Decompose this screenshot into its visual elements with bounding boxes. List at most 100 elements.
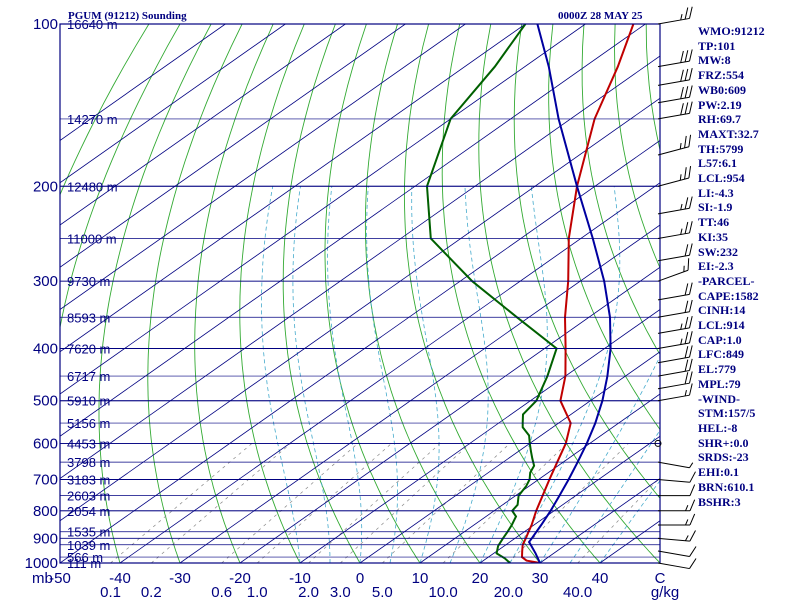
mixing-ratio-tick-label: 3.0 bbox=[330, 584, 351, 600]
pressure-tick-label: 200 bbox=[33, 178, 58, 195]
isotherm bbox=[419, 393, 660, 563]
isotherm bbox=[60, 55, 660, 479]
isotherm bbox=[60, 24, 586, 395]
height-label: 8593 m bbox=[67, 310, 110, 325]
index-item: LCL:954 bbox=[698, 171, 745, 186]
temperature-tick-label: -30 bbox=[169, 570, 191, 587]
temperature-profile bbox=[520, 24, 635, 563]
dry-adiabat bbox=[282, 24, 361, 563]
mixing-ratio-line bbox=[340, 443, 471, 563]
height-label: 12480 m bbox=[67, 179, 118, 194]
isotherm bbox=[60, 97, 660, 522]
pressure-tick-label: 100 bbox=[33, 16, 58, 33]
wind-barb bbox=[657, 383, 693, 402]
pressure-tick-label: 300 bbox=[33, 273, 58, 290]
mixing-ratio-tick-label: 40.0 bbox=[563, 584, 592, 600]
mixing-ratio-tick-label: 0.2 bbox=[141, 584, 162, 600]
mixing-ratio-tick-label: 20.0 bbox=[494, 584, 523, 600]
mixing-ratio-line bbox=[382, 443, 511, 563]
isotherm bbox=[239, 266, 660, 563]
index-item: TP:101 bbox=[698, 38, 736, 53]
height-label: 5156 m bbox=[67, 416, 110, 431]
wind-barb bbox=[657, 49, 693, 68]
mixing-ratio-line bbox=[442, 443, 568, 563]
height-label: 1039 m bbox=[67, 538, 110, 553]
wind-barb bbox=[657, 331, 693, 350]
index-item: SHR+:0.0 bbox=[698, 435, 749, 450]
pressure-tick-label: 600 bbox=[33, 435, 58, 452]
isotherm bbox=[299, 308, 660, 563]
mixing-ratio-tick-label: 5.0 bbox=[372, 584, 393, 600]
temperature-tick-label: 20 bbox=[472, 570, 489, 587]
index-item: TH:5799 bbox=[698, 141, 744, 156]
wind-barb bbox=[657, 243, 693, 262]
dry-adiabat bbox=[364, 24, 481, 563]
wind-barb bbox=[657, 134, 692, 156]
pressure-tick-label: 700 bbox=[33, 472, 58, 489]
wind-barb bbox=[657, 166, 692, 187]
wind-barb bbox=[657, 196, 693, 215]
dry-adiabat bbox=[194, 24, 274, 563]
wind-barb bbox=[657, 558, 697, 570]
dry-adiabat bbox=[60, 24, 181, 563]
wind-barb bbox=[657, 101, 693, 120]
index-item: LFC:849 bbox=[698, 347, 744, 362]
moist-adiabat bbox=[292, 186, 331, 563]
wind-barb bbox=[657, 316, 693, 334]
isotherm bbox=[119, 182, 660, 563]
isotherm bbox=[359, 351, 660, 563]
height-label: 6717 m bbox=[67, 369, 110, 384]
index-item: CINH:14 bbox=[698, 303, 746, 318]
temperature-tick-label: -40 bbox=[109, 570, 131, 587]
mixing-ratio-tick-label: 1.0 bbox=[247, 584, 268, 600]
index-item: RH:69.7 bbox=[698, 112, 741, 127]
temperature-tick-label: -20 bbox=[229, 570, 251, 587]
wind-barb bbox=[658, 513, 696, 526]
indices-panel: WMO:91212 TP:101 MW:8 FRZ:554 WB0:609 PW:2.19… bbox=[698, 24, 798, 509]
index-item: PW:2.19 bbox=[698, 97, 742, 112]
wind-barb bbox=[658, 484, 696, 497]
dry-adiabat bbox=[441, 24, 601, 563]
temperature-tick-label: -50 bbox=[49, 570, 71, 587]
index-item: L57:6.1 bbox=[698, 156, 737, 171]
chart-title: PGUM (91212) Sounding bbox=[68, 10, 187, 22]
isotherm bbox=[479, 435, 660, 563]
index-item: KI:35 bbox=[698, 229, 728, 244]
isotherm bbox=[60, 24, 646, 437]
temperature-tick-label: 0 bbox=[356, 570, 364, 587]
index-item: MW:8 bbox=[698, 53, 731, 68]
wind-barb bbox=[657, 358, 693, 377]
height-label: 16640 m bbox=[67, 17, 118, 32]
index-item: STM:157/5 bbox=[698, 406, 756, 421]
index-item: MPL:79 bbox=[698, 376, 741, 391]
index-item: WMO:91212 bbox=[698, 24, 765, 38]
wind-barb bbox=[657, 282, 693, 301]
wind-barb bbox=[657, 85, 693, 104]
mixing-ratio-tick-label: 0.1 bbox=[100, 584, 121, 600]
dry-adiabat bbox=[147, 24, 243, 563]
mixing-ratio-unit-label: g/kg bbox=[651, 584, 679, 600]
dewpoint-profile bbox=[425, 24, 558, 563]
temperature-tick-label: 30 bbox=[532, 570, 549, 587]
isotherm bbox=[60, 24, 226, 141]
pressure-tick-label: 800 bbox=[33, 503, 58, 520]
isotherm bbox=[60, 24, 466, 310]
wind-barb bbox=[657, 6, 693, 25]
wind-barb bbox=[657, 371, 693, 390]
height-label: 111 m bbox=[67, 556, 101, 571]
wind-barb bbox=[657, 258, 690, 282]
moist-adiabat bbox=[449, 186, 489, 563]
wind-barb bbox=[657, 345, 693, 364]
index-item: CAP:1.0 bbox=[698, 332, 742, 347]
index-item: SRDS:-23 bbox=[698, 450, 749, 465]
dry-adiabat bbox=[98, 24, 212, 563]
height-label: 2603 m bbox=[67, 489, 110, 504]
dry-adiabat bbox=[581, 24, 660, 356]
index-item: WB0:609 bbox=[698, 82, 746, 97]
temperature-tick-label: C bbox=[655, 570, 666, 587]
wind-barb bbox=[657, 461, 694, 469]
height-label: 11000 m bbox=[67, 231, 117, 246]
temperature-tick-label: -10 bbox=[289, 570, 311, 587]
wind-barb bbox=[657, 221, 693, 239]
